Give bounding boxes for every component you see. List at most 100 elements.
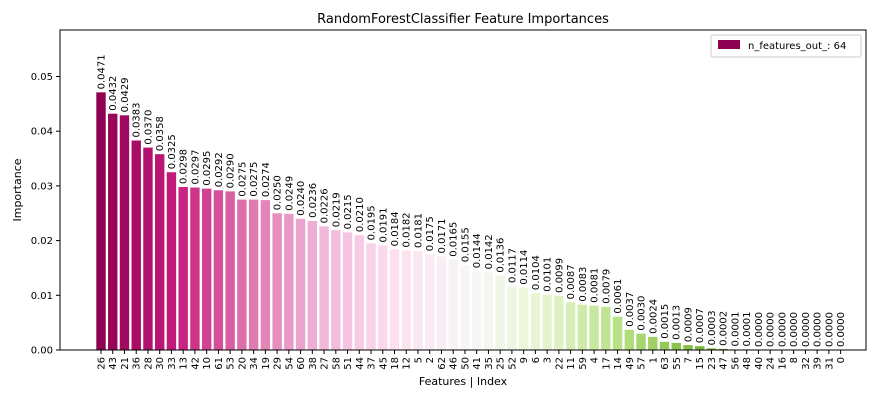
legend: n_features_out_: 64 xyxy=(710,34,862,58)
data-label: 0.0013 xyxy=(672,305,683,340)
bar-46 xyxy=(448,259,458,350)
x-tick-label: 33 xyxy=(167,357,178,370)
x-tick-label: 15 xyxy=(695,357,706,370)
data-label: 0.0079 xyxy=(601,269,612,304)
x-tick-label: 51 xyxy=(343,357,354,370)
x-tick-label: 63 xyxy=(660,357,671,370)
x-tick-label: 2 xyxy=(425,357,436,363)
bar-58 xyxy=(331,230,341,350)
data-label: 0.0182 xyxy=(402,212,413,247)
x-tick-label: 61 xyxy=(214,357,225,370)
data-label: 0.0297 xyxy=(190,150,201,185)
data-label: 0.0001 xyxy=(730,311,741,346)
data-label: 0.0236 xyxy=(308,183,319,218)
x-tick-label: 27 xyxy=(320,357,331,370)
x-tick-label: 21 xyxy=(120,357,131,370)
bar-49 xyxy=(624,329,634,350)
data-label: 0.0219 xyxy=(331,192,342,227)
y-tick-label: 0.00 xyxy=(31,346,53,357)
x-tick-label: 46 xyxy=(449,357,460,370)
bar-25 xyxy=(495,275,505,350)
data-label: 0.0432 xyxy=(108,76,119,111)
data-label: 0.0142 xyxy=(484,234,495,269)
bar-63 xyxy=(659,341,670,350)
data-label: 0.0087 xyxy=(566,264,577,299)
data-label: 0.0007 xyxy=(695,308,706,343)
x-tick-label: 30 xyxy=(155,357,166,370)
bar-14 xyxy=(612,316,623,350)
bar-13 xyxy=(178,186,188,350)
data-label: 0.0370 xyxy=(143,110,154,145)
data-label: 0.0325 xyxy=(167,134,178,169)
x-tick-label: 37 xyxy=(367,357,378,370)
x-tick-label: 0 xyxy=(836,357,847,363)
data-label: 0.0030 xyxy=(637,296,648,331)
x-tick-label: 58 xyxy=(331,357,342,370)
x-tick-label: 57 xyxy=(637,357,648,370)
x-tick-label: 54 xyxy=(284,357,295,370)
data-label: 0.0215 xyxy=(343,194,354,229)
data-label: 0.0000 xyxy=(836,312,847,347)
y-axis-label: Importance xyxy=(11,158,24,221)
y-tick-label: 0.01 xyxy=(31,291,53,302)
bar-55 xyxy=(671,342,681,350)
bar-36 xyxy=(131,140,141,350)
x-tick-label: 1 xyxy=(648,357,659,363)
data-label: 0.0003 xyxy=(707,310,718,345)
bar-20 xyxy=(237,199,247,350)
x-tick-label: 22 xyxy=(554,357,565,370)
x-tick-label: 6 xyxy=(531,357,542,363)
data-label: 0.0136 xyxy=(496,238,507,273)
bar-52 xyxy=(507,286,517,350)
x-tick-label: 62 xyxy=(437,357,448,370)
y-tick-label: 0.03 xyxy=(31,181,53,192)
legend-frame xyxy=(710,34,862,58)
y-tick-label: 0.02 xyxy=(31,236,53,247)
data-label: 0.0000 xyxy=(824,312,835,347)
bar-41 xyxy=(471,271,482,350)
x-tick-label: 48 xyxy=(742,357,753,370)
x-tick-label: 20 xyxy=(237,357,248,370)
x-tick-label: 24 xyxy=(766,357,777,370)
x-tick-label: 47 xyxy=(719,357,730,370)
x-tick-label: 55 xyxy=(672,357,683,370)
bar-22 xyxy=(554,295,564,350)
x-tick-label: 43 xyxy=(108,357,119,370)
legend-label: n_features_out_: 64 xyxy=(748,41,846,52)
x-tick-label: 36 xyxy=(132,357,143,370)
x-tick-label: 10 xyxy=(202,357,213,370)
x-tick-label: 17 xyxy=(601,357,612,370)
bar-60 xyxy=(295,218,306,350)
y-tick-label: 0.05 xyxy=(31,72,53,83)
x-tick-label: 34 xyxy=(249,357,260,370)
data-label: 0.0249 xyxy=(284,176,295,211)
data-label: 0.0383 xyxy=(132,103,143,138)
bar-51 xyxy=(342,232,353,350)
x-tick-label: 5 xyxy=(413,357,424,363)
data-label: 0.0184 xyxy=(390,211,401,246)
x-tick-label: 50 xyxy=(460,357,471,370)
x-tick-label: 16 xyxy=(777,357,788,370)
x-tick-label: 9 xyxy=(519,357,530,363)
data-label: 0.0000 xyxy=(813,312,824,347)
x-tick-label: 59 xyxy=(578,357,589,370)
data-label: 0.0429 xyxy=(120,77,131,112)
y-tick-label: 0.04 xyxy=(31,127,53,138)
data-label: 0.0240 xyxy=(296,181,307,216)
bar-42 xyxy=(190,187,200,350)
bar-21 xyxy=(119,115,130,350)
bar-34 xyxy=(248,199,259,350)
x-tick-label: 23 xyxy=(707,357,718,370)
data-label: 0.0101 xyxy=(543,257,554,292)
data-label: 0.0191 xyxy=(378,208,389,243)
data-label: 0.0155 xyxy=(460,227,471,262)
x-tick-label: 45 xyxy=(378,357,389,370)
bar-45 xyxy=(378,245,388,350)
bar-7 xyxy=(683,345,693,350)
x-tick-label: 11 xyxy=(566,357,577,370)
data-label: 0.0000 xyxy=(801,312,812,347)
data-label: 0.0275 xyxy=(237,162,248,197)
data-label: 0.0250 xyxy=(273,175,284,210)
data-label: 0.0117 xyxy=(507,248,518,283)
